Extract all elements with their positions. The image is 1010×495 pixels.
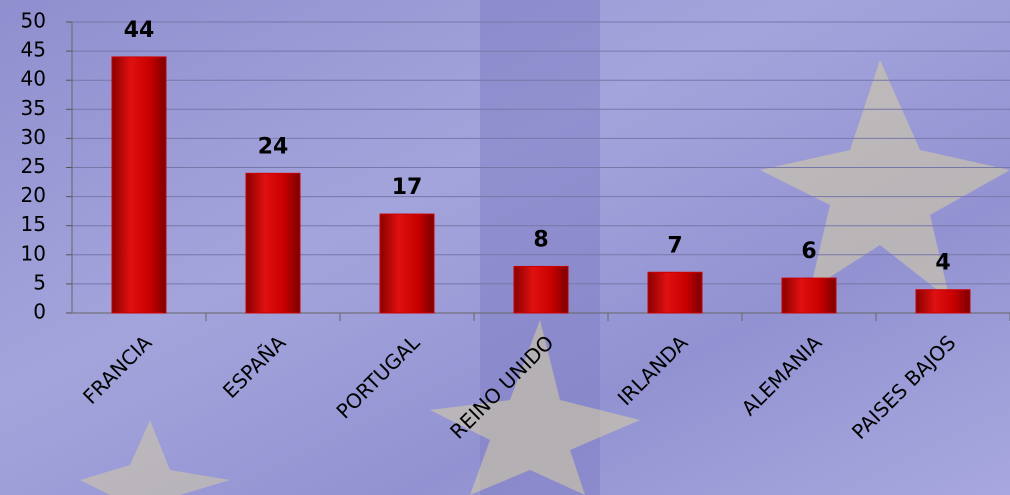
y-tick-label: 40 bbox=[21, 67, 46, 91]
star-decoration bbox=[430, 320, 640, 495]
bar bbox=[915, 289, 971, 314]
value-label: 6 bbox=[801, 239, 816, 264]
star-decoration bbox=[80, 420, 230, 495]
bar bbox=[781, 277, 837, 314]
bar bbox=[245, 172, 301, 314]
y-tick-label: 25 bbox=[21, 154, 46, 178]
star-decoration bbox=[760, 60, 1010, 300]
y-tick-label: 15 bbox=[21, 212, 46, 236]
y-tick-label: 0 bbox=[33, 300, 46, 324]
y-tick-label: 30 bbox=[21, 125, 46, 149]
y-tick-label: 50 bbox=[21, 9, 46, 33]
bar bbox=[111, 56, 167, 314]
y-tick-label: 35 bbox=[21, 96, 46, 120]
value-label: 7 bbox=[667, 233, 682, 258]
y-tick-label: 10 bbox=[21, 241, 46, 265]
value-label: 44 bbox=[124, 18, 155, 43]
value-label: 17 bbox=[392, 175, 423, 200]
value-label: 4 bbox=[935, 251, 950, 276]
y-tick-label: 45 bbox=[21, 38, 46, 62]
bar bbox=[647, 271, 703, 314]
y-tick-label: 20 bbox=[21, 183, 46, 207]
y-tick-label: 5 bbox=[33, 270, 46, 294]
value-label: 24 bbox=[258, 134, 289, 159]
value-label: 8 bbox=[533, 227, 548, 252]
bar bbox=[513, 265, 569, 314]
bar bbox=[379, 213, 435, 314]
